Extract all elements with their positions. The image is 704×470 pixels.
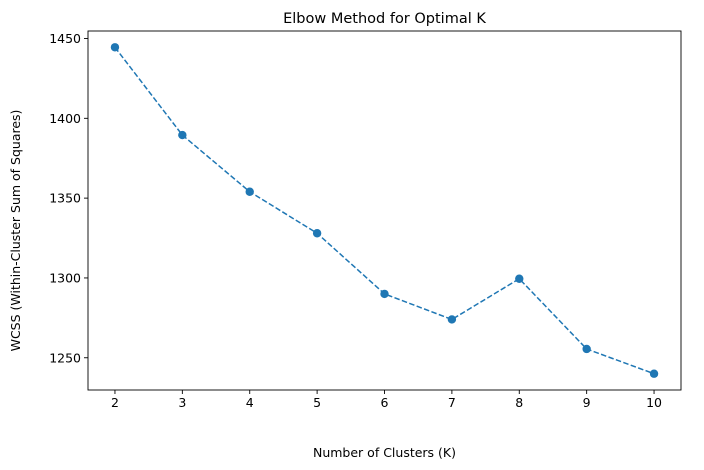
y-tick-label: 1400	[49, 111, 81, 126]
data-point	[380, 289, 389, 299]
data-point	[649, 369, 659, 378]
data-point	[447, 315, 457, 324]
x-tick-label: 5	[313, 395, 321, 410]
data-point	[178, 130, 187, 140]
plot-area: 2 3 4 5 6 7 8 9 10 1250 1300 1350 1400 1450	[49, 30, 682, 410]
chart-title: Elbow Method for Optimal K	[283, 11, 486, 27]
data-point	[245, 187, 254, 196]
data-point	[312, 229, 322, 238]
y-tick-label: 1250	[49, 350, 81, 365]
data-point	[582, 344, 591, 354]
x-tick-label: 2	[111, 395, 119, 410]
data-point	[515, 274, 524, 283]
x-tick-label: 8	[515, 395, 523, 410]
series-line	[114, 46, 655, 375]
x-tick-label: 7	[448, 395, 456, 410]
x-tick-label: 9	[583, 395, 591, 410]
x-axis-label: Number of Clusters (K)	[313, 445, 456, 460]
plot-frame	[87, 30, 682, 391]
x-tick-label: 6	[381, 395, 389, 410]
y-tick-label: 1300	[49, 270, 81, 285]
y-tick-label: 1350	[49, 191, 81, 206]
x-tick-label: 10	[646, 395, 662, 410]
y-axis-label: WCSS (Within-Cluster Sum of Squares)	[8, 110, 23, 352]
x-tick-label: 4	[246, 395, 254, 410]
y-tick-label: 1450	[49, 31, 81, 46]
data-point	[110, 43, 120, 52]
x-tick-label: 3	[178, 395, 186, 410]
